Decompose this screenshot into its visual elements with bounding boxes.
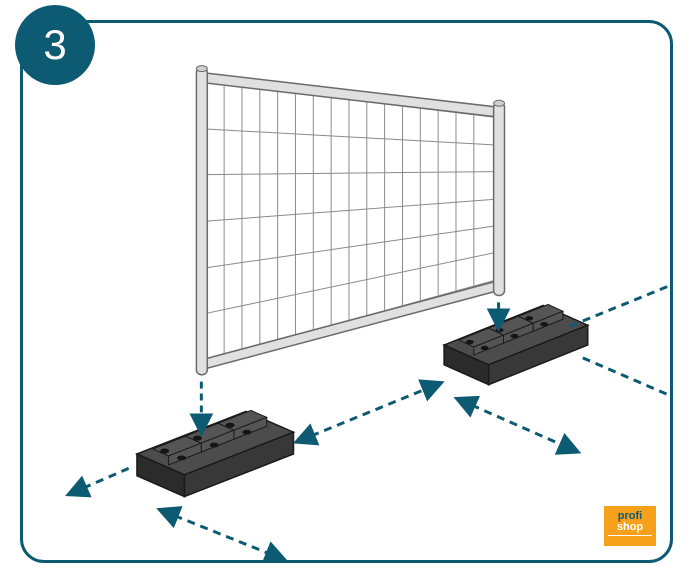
brand-logo: profi shop (604, 506, 656, 546)
logo-line-2: shop (617, 522, 643, 533)
step-number: 3 (43, 21, 66, 69)
fence-foot-right (444, 304, 588, 384)
fence-panel (196, 66, 504, 375)
step-number-badge: 3 (15, 5, 95, 85)
assembly-diagram (23, 23, 670, 561)
step-frame: profi shop (20, 20, 673, 563)
logo-bar (608, 535, 652, 541)
fence-foot-left (137, 410, 294, 496)
